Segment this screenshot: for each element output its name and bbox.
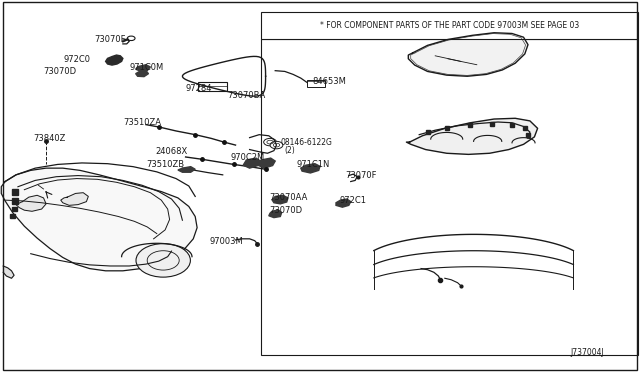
Polygon shape: [243, 158, 260, 168]
Text: 73070F: 73070F: [95, 35, 126, 44]
Bar: [12, 189, 18, 195]
Polygon shape: [136, 65, 150, 71]
Polygon shape: [61, 193, 88, 205]
Polygon shape: [16, 195, 46, 211]
Polygon shape: [178, 167, 195, 172]
Polygon shape: [408, 33, 528, 76]
Bar: [12, 207, 17, 211]
Polygon shape: [272, 195, 288, 204]
Text: 971C1N: 971C1N: [296, 160, 330, 169]
Polygon shape: [1, 168, 197, 271]
Polygon shape: [106, 55, 123, 65]
Ellipse shape: [136, 244, 191, 277]
Text: 97003M: 97003M: [210, 237, 244, 246]
Polygon shape: [301, 164, 320, 173]
Polygon shape: [136, 71, 148, 77]
Text: 73510ZB: 73510ZB: [146, 160, 184, 169]
Text: 971C0M: 971C0M: [130, 63, 164, 72]
Bar: [261, 39, 638, 355]
Text: 73070D: 73070D: [44, 67, 77, 76]
Text: 73510ZA: 73510ZA: [123, 118, 161, 126]
Text: 972C1: 972C1: [339, 196, 366, 205]
Polygon shape: [3, 266, 14, 278]
Text: 73070D: 73070D: [269, 206, 302, 215]
Bar: [12, 198, 18, 204]
Text: 73070F: 73070F: [346, 171, 377, 180]
Polygon shape: [269, 210, 282, 218]
Polygon shape: [258, 158, 275, 168]
Bar: [10, 214, 15, 218]
Text: 972C0: 972C0: [64, 55, 91, 64]
Text: 73070AA: 73070AA: [269, 193, 307, 202]
Text: J737004J: J737004J: [571, 348, 605, 357]
Bar: [307, 80, 325, 87]
Text: 97284: 97284: [186, 84, 212, 93]
Text: 970C2M: 970C2M: [230, 153, 265, 162]
Polygon shape: [406, 118, 538, 154]
Text: 73840Z: 73840Z: [33, 134, 66, 143]
Text: (2): (2): [285, 146, 296, 155]
Text: 24068X: 24068X: [156, 147, 188, 155]
Bar: [198, 82, 227, 91]
Text: 84653M: 84653M: [312, 77, 346, 86]
Circle shape: [264, 138, 276, 146]
Text: * FOR COMPONENT PARTS OF THE PART CODE 97003M SEE PAGE 03: * FOR COMPONENT PARTS OF THE PART CODE 9…: [320, 21, 579, 30]
Text: 73070BA: 73070BA: [227, 92, 266, 100]
Bar: [261, 12, 638, 39]
Text: 08146-6122G: 08146-6122G: [280, 138, 332, 147]
Circle shape: [270, 141, 283, 149]
Polygon shape: [336, 199, 351, 207]
